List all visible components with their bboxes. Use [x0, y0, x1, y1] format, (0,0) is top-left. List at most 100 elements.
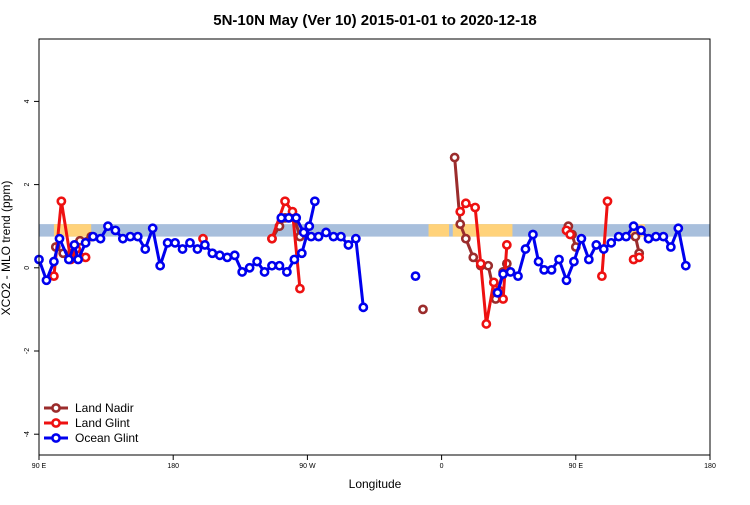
data-point [117, 233, 128, 244]
legend-swatch-point [51, 403, 61, 413]
data-point [569, 256, 579, 267]
data-point [533, 256, 544, 267]
data-point [49, 271, 59, 282]
reference-band [39, 224, 710, 237]
x-tick-label: 180 [704, 463, 716, 470]
data-point [289, 254, 300, 265]
data-point [483, 260, 494, 271]
data-point [636, 225, 646, 236]
data-point [199, 240, 210, 250]
data-point [539, 264, 550, 275]
legend-swatch-point [51, 433, 61, 443]
data-point [350, 233, 361, 244]
data-point [673, 223, 684, 234]
data-point [214, 250, 225, 261]
data-point [69, 240, 80, 250]
data-point [498, 294, 509, 304]
y-tick-label: -2 [24, 348, 31, 354]
x-tick-label: 90 E [569, 463, 584, 470]
x-tick-label: 0 [440, 463, 444, 470]
data-point [455, 206, 466, 217]
data-point [147, 223, 158, 234]
series [49, 196, 645, 329]
data-point [449, 152, 460, 163]
data-point [125, 231, 136, 242]
data-point [513, 271, 523, 282]
data-point [155, 260, 166, 271]
data-point [309, 196, 320, 207]
data-point [576, 233, 587, 244]
data-point [634, 252, 645, 263]
data-point [281, 267, 292, 277]
legend-item: Land Nadir [44, 401, 134, 415]
data-point [583, 254, 594, 265]
x-axis: 90 E 180 90 W 0 90 E 180 [32, 455, 716, 470]
y-axis-label: XCO2 - MLO trend (ppm) [0, 181, 13, 316]
series [34, 196, 691, 313]
data-point [658, 231, 669, 242]
data-point [295, 283, 305, 294]
data-point [336, 231, 346, 242]
data-point [460, 233, 471, 244]
legend-label: Ocean Glint [75, 431, 139, 445]
data-point [280, 196, 290, 207]
data-point [680, 260, 691, 271]
data-point [229, 250, 240, 261]
data-point [73, 254, 84, 265]
data-point [328, 231, 339, 242]
legend-item: Ocean Glint [44, 431, 139, 445]
data-point [54, 233, 65, 244]
land-band-segment [53, 224, 92, 237]
data-point [606, 237, 617, 248]
data-point [88, 231, 98, 242]
legend-label: Land Glint [75, 416, 130, 430]
data-point [460, 198, 471, 209]
data-point [296, 248, 307, 259]
data-point [298, 227, 309, 238]
data-point [267, 233, 277, 244]
data-point [628, 221, 639, 232]
data-point [613, 231, 624, 242]
data-point [501, 240, 512, 250]
data-point [492, 287, 503, 298]
data-point [505, 267, 516, 277]
data-point [665, 242, 676, 252]
data-point [651, 231, 661, 242]
plot-frame [38, 38, 711, 456]
data-point [237, 267, 248, 277]
data-point [410, 271, 421, 282]
data-point [244, 262, 255, 273]
data-point [192, 244, 203, 254]
data-point [132, 231, 143, 242]
data-point [475, 258, 486, 269]
data-point [598, 244, 609, 254]
x-tick-label: 90 E [32, 463, 47, 470]
data-point [267, 260, 277, 271]
data-point [546, 264, 557, 275]
data-point [520, 244, 531, 254]
chart-title: 5N-10N May (Ver 10) 2015-01-01 to 2020-1… [213, 12, 537, 29]
y-tick-label: 4 [24, 99, 31, 103]
data-point [276, 212, 287, 223]
data-point [643, 233, 654, 244]
y-axis: -4 -2 0 2 4 [24, 99, 39, 437]
data-point [259, 267, 270, 277]
data-point [596, 271, 607, 282]
legend-swatch-point [51, 418, 61, 428]
data-point [621, 231, 632, 242]
x-axis-label: Longitude [349, 477, 402, 491]
data-point [185, 237, 195, 248]
data-point [470, 202, 481, 213]
x-tick-label: 90 W [299, 463, 316, 470]
data-point [207, 248, 218, 259]
data-point [56, 196, 67, 207]
data-point [95, 233, 106, 244]
land-band-segment [428, 224, 450, 237]
data-point [291, 212, 302, 223]
data-point [630, 231, 641, 242]
data-point [565, 229, 576, 240]
data-point [274, 260, 285, 271]
data-point [41, 275, 52, 286]
